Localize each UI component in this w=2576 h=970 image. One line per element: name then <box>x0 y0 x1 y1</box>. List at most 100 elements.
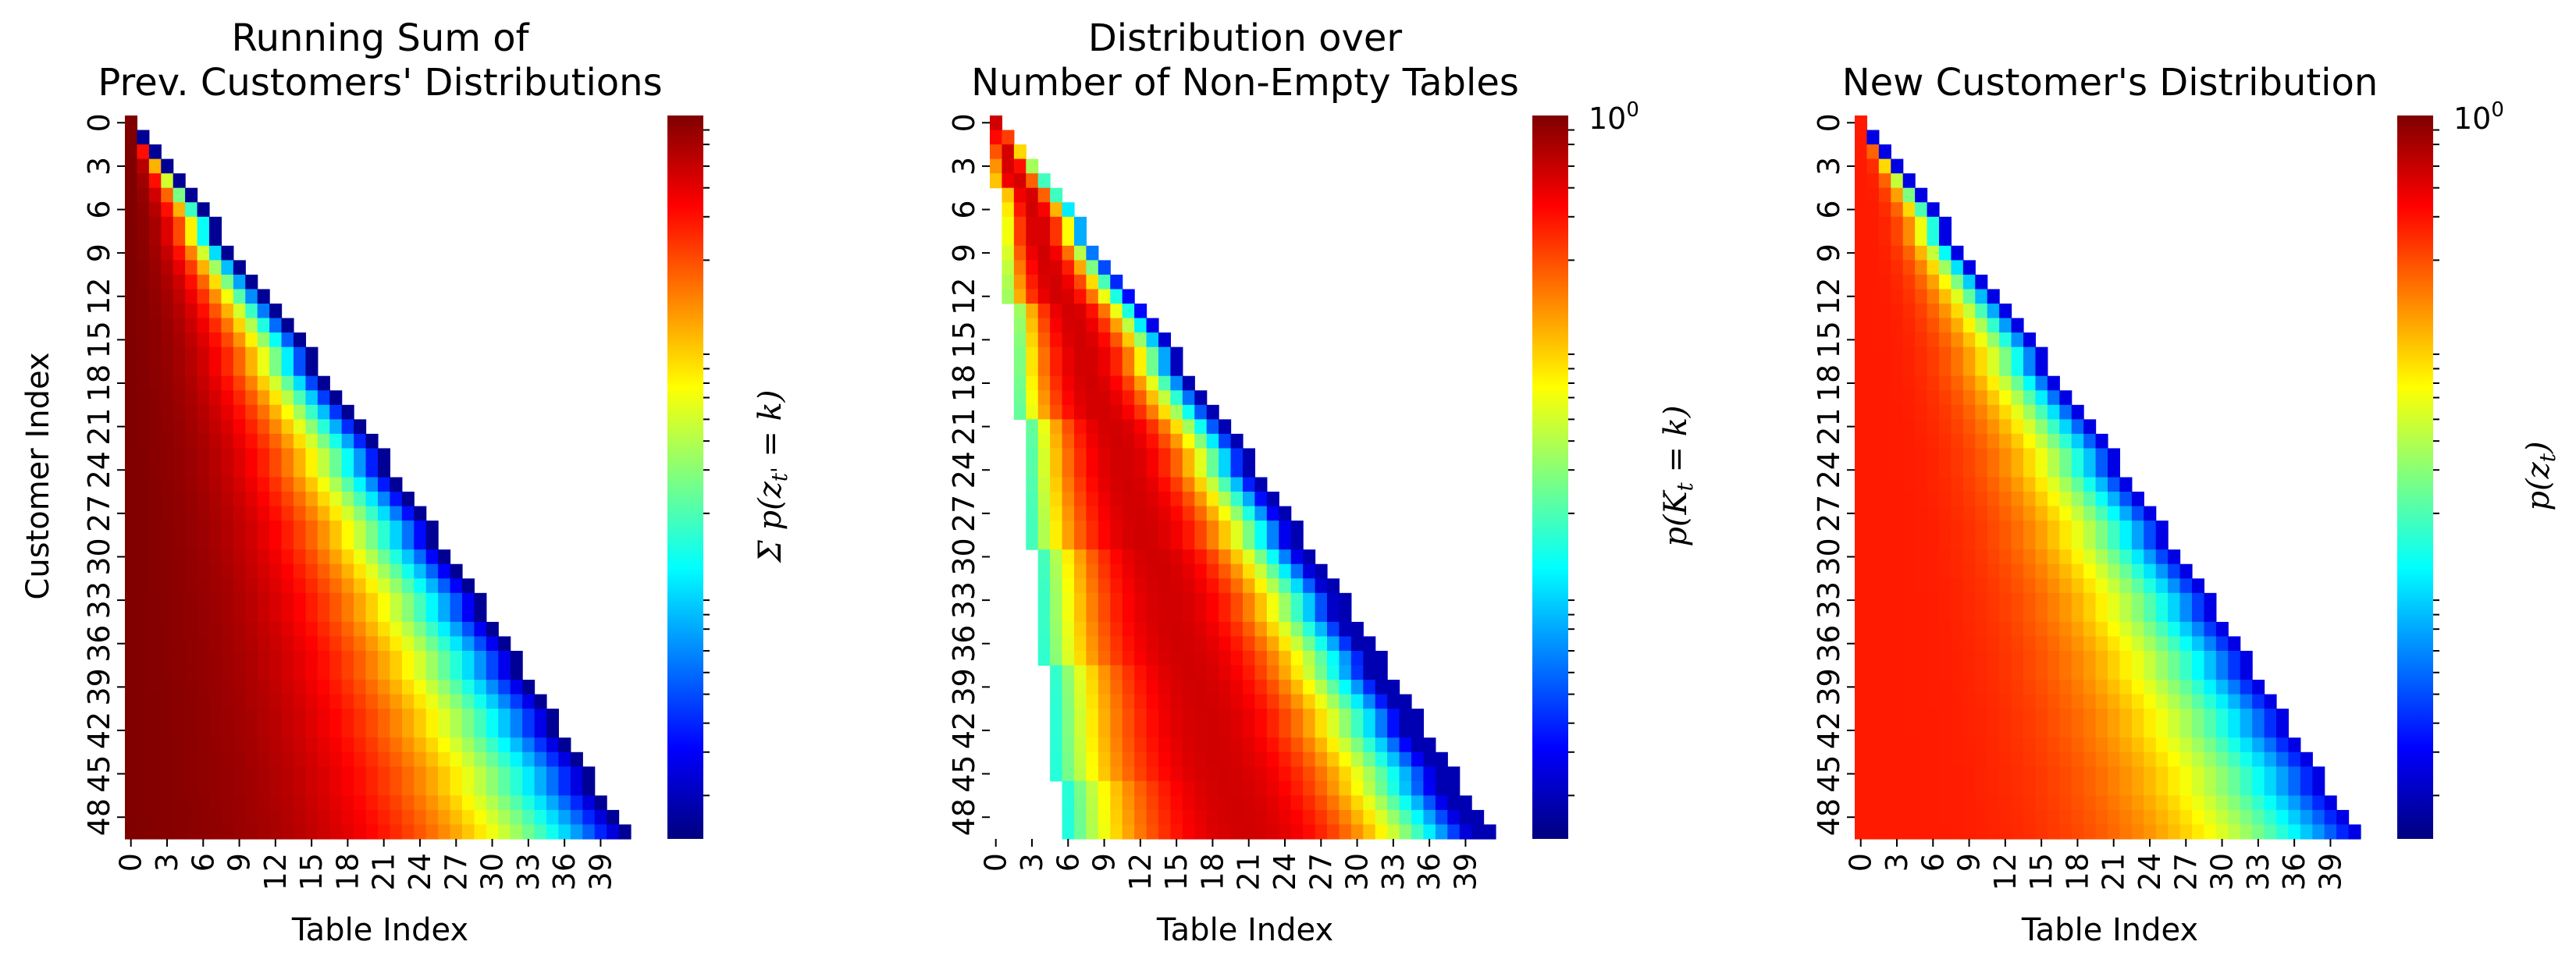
heatmap-cell <box>1170 404 1183 420</box>
heatmap-cell <box>1146 506 1159 521</box>
heatmap-cell <box>1962 563 1976 579</box>
heatmap-cell <box>1002 245 1015 261</box>
heatmap-cell <box>1939 621 1952 638</box>
heatmap-cell <box>390 621 403 638</box>
heatmap-cell <box>474 665 487 680</box>
heatmap-cell <box>2252 751 2265 767</box>
heatmap-cell <box>1219 723 1232 738</box>
heatmap-cell <box>173 390 186 406</box>
heatmap-cell <box>2011 709 2024 724</box>
heatmap-cell <box>1866 563 1880 579</box>
heatmap-cell <box>305 448 318 464</box>
heatmap-cell <box>233 506 246 521</box>
heatmap-cell <box>317 592 330 608</box>
heatmap-cell <box>1146 795 1159 811</box>
heatmap-cell <box>1037 578 1051 594</box>
heatmap-cell <box>390 492 403 507</box>
heatmap-cell <box>317 462 330 478</box>
heatmap-cell <box>1866 202 1880 218</box>
heatmap-cell <box>2083 766 2097 782</box>
heatmap-cell <box>2168 665 2181 680</box>
heatmap-cell <box>1902 477 1916 492</box>
heatmap-cell <box>148 477 162 492</box>
heatmap-cell <box>1074 578 1087 594</box>
heatmap-cell <box>2228 650 2241 666</box>
heatmap-cell <box>209 332 222 348</box>
heatmap-cell <box>450 766 463 782</box>
heatmap-cell <box>2083 462 2097 478</box>
heatmap-cell <box>2192 824 2205 840</box>
y-tick-label: 33 <box>1812 581 1846 619</box>
heatmap-cell <box>317 448 330 464</box>
heatmap-cell <box>341 621 354 638</box>
heatmap-cell <box>341 419 354 435</box>
heatmap-cell <box>2108 809 2121 826</box>
heatmap-cell <box>1134 492 1147 507</box>
heatmap-cell <box>1962 607 1976 623</box>
heatmap-cell <box>1891 592 1904 608</box>
heatmap-cell <box>125 535 138 550</box>
heatmap-cell <box>1254 650 1268 666</box>
heatmap-cell <box>2035 549 2048 565</box>
heatmap-cell <box>2095 780 2108 796</box>
heatmap-cell <box>1962 433 1976 449</box>
heatmap-cell <box>173 709 186 724</box>
heatmap-cell <box>1855 346 1868 362</box>
heatmap-cell <box>1962 549 1976 565</box>
heatmap-cell <box>137 709 150 724</box>
heatmap-cell <box>1999 795 2012 811</box>
heatmap-cell <box>1855 592 1868 608</box>
heatmap-cell <box>1999 375 2012 391</box>
heatmap-cell <box>1855 780 1868 796</box>
heatmap-cell <box>2336 824 2350 840</box>
y-axis-label: Customer Index <box>20 352 56 599</box>
heatmap-cell <box>1866 766 1880 782</box>
heatmap-cell <box>1050 274 1063 290</box>
heatmap-cell <box>125 115 138 131</box>
heatmap-cell <box>1062 332 1075 348</box>
heatmap-cell <box>245 607 258 623</box>
heatmap-cell <box>1423 809 1436 826</box>
heatmap-cell <box>1243 477 1256 492</box>
heatmap-cell <box>414 506 427 521</box>
heatmap-cell <box>197 709 210 724</box>
heatmap-cell <box>1122 694 1135 709</box>
heatmap-cell <box>2252 680 2265 695</box>
heatmap-cell <box>534 694 547 709</box>
heatmap-cell <box>1110 809 1123 826</box>
heatmap-cell <box>221 650 234 666</box>
heatmap-cell <box>281 665 294 680</box>
heatmap-cell <box>161 709 174 724</box>
heatmap-cell <box>1230 521 1244 536</box>
heatmap-cell <box>1158 809 1172 826</box>
heatmap-cell <box>1037 563 1051 579</box>
heatmap-cell <box>1339 809 1352 826</box>
heatmap-cell <box>2047 607 2060 623</box>
heatmap-cell <box>1037 289 1051 304</box>
heatmap-cell <box>1158 346 1172 362</box>
heatmap-cell <box>1951 492 1964 507</box>
heatmap-cell <box>2047 621 2060 638</box>
heatmap-cell <box>354 592 367 608</box>
heatmap-cell <box>2059 404 2073 420</box>
heatmap-cell <box>1134 709 1147 724</box>
heatmap-cell <box>2119 809 2133 826</box>
heatmap-cell <box>1927 766 1940 782</box>
heatmap-cell <box>1915 751 1928 767</box>
x-tick-label: 24 <box>1268 853 1302 890</box>
heatmap-cell <box>1927 723 1940 738</box>
heatmap-cell <box>1122 766 1135 782</box>
heatmap-cell <box>1855 216 1868 232</box>
heatmap-cell <box>1866 650 1880 666</box>
heatmap-cell <box>1939 665 1952 680</box>
heatmap-cell <box>1219 795 1232 811</box>
heatmap-cell <box>1230 824 1244 840</box>
heatmap-cell <box>1158 477 1172 492</box>
heatmap-cell <box>269 578 283 594</box>
heatmap-cell <box>1350 766 1364 782</box>
heatmap-cell <box>209 751 222 767</box>
colorbar <box>2397 115 2433 839</box>
heatmap-cell <box>1219 709 1232 724</box>
heatmap-cell <box>1013 216 1026 232</box>
heatmap-cell <box>2348 824 2361 840</box>
